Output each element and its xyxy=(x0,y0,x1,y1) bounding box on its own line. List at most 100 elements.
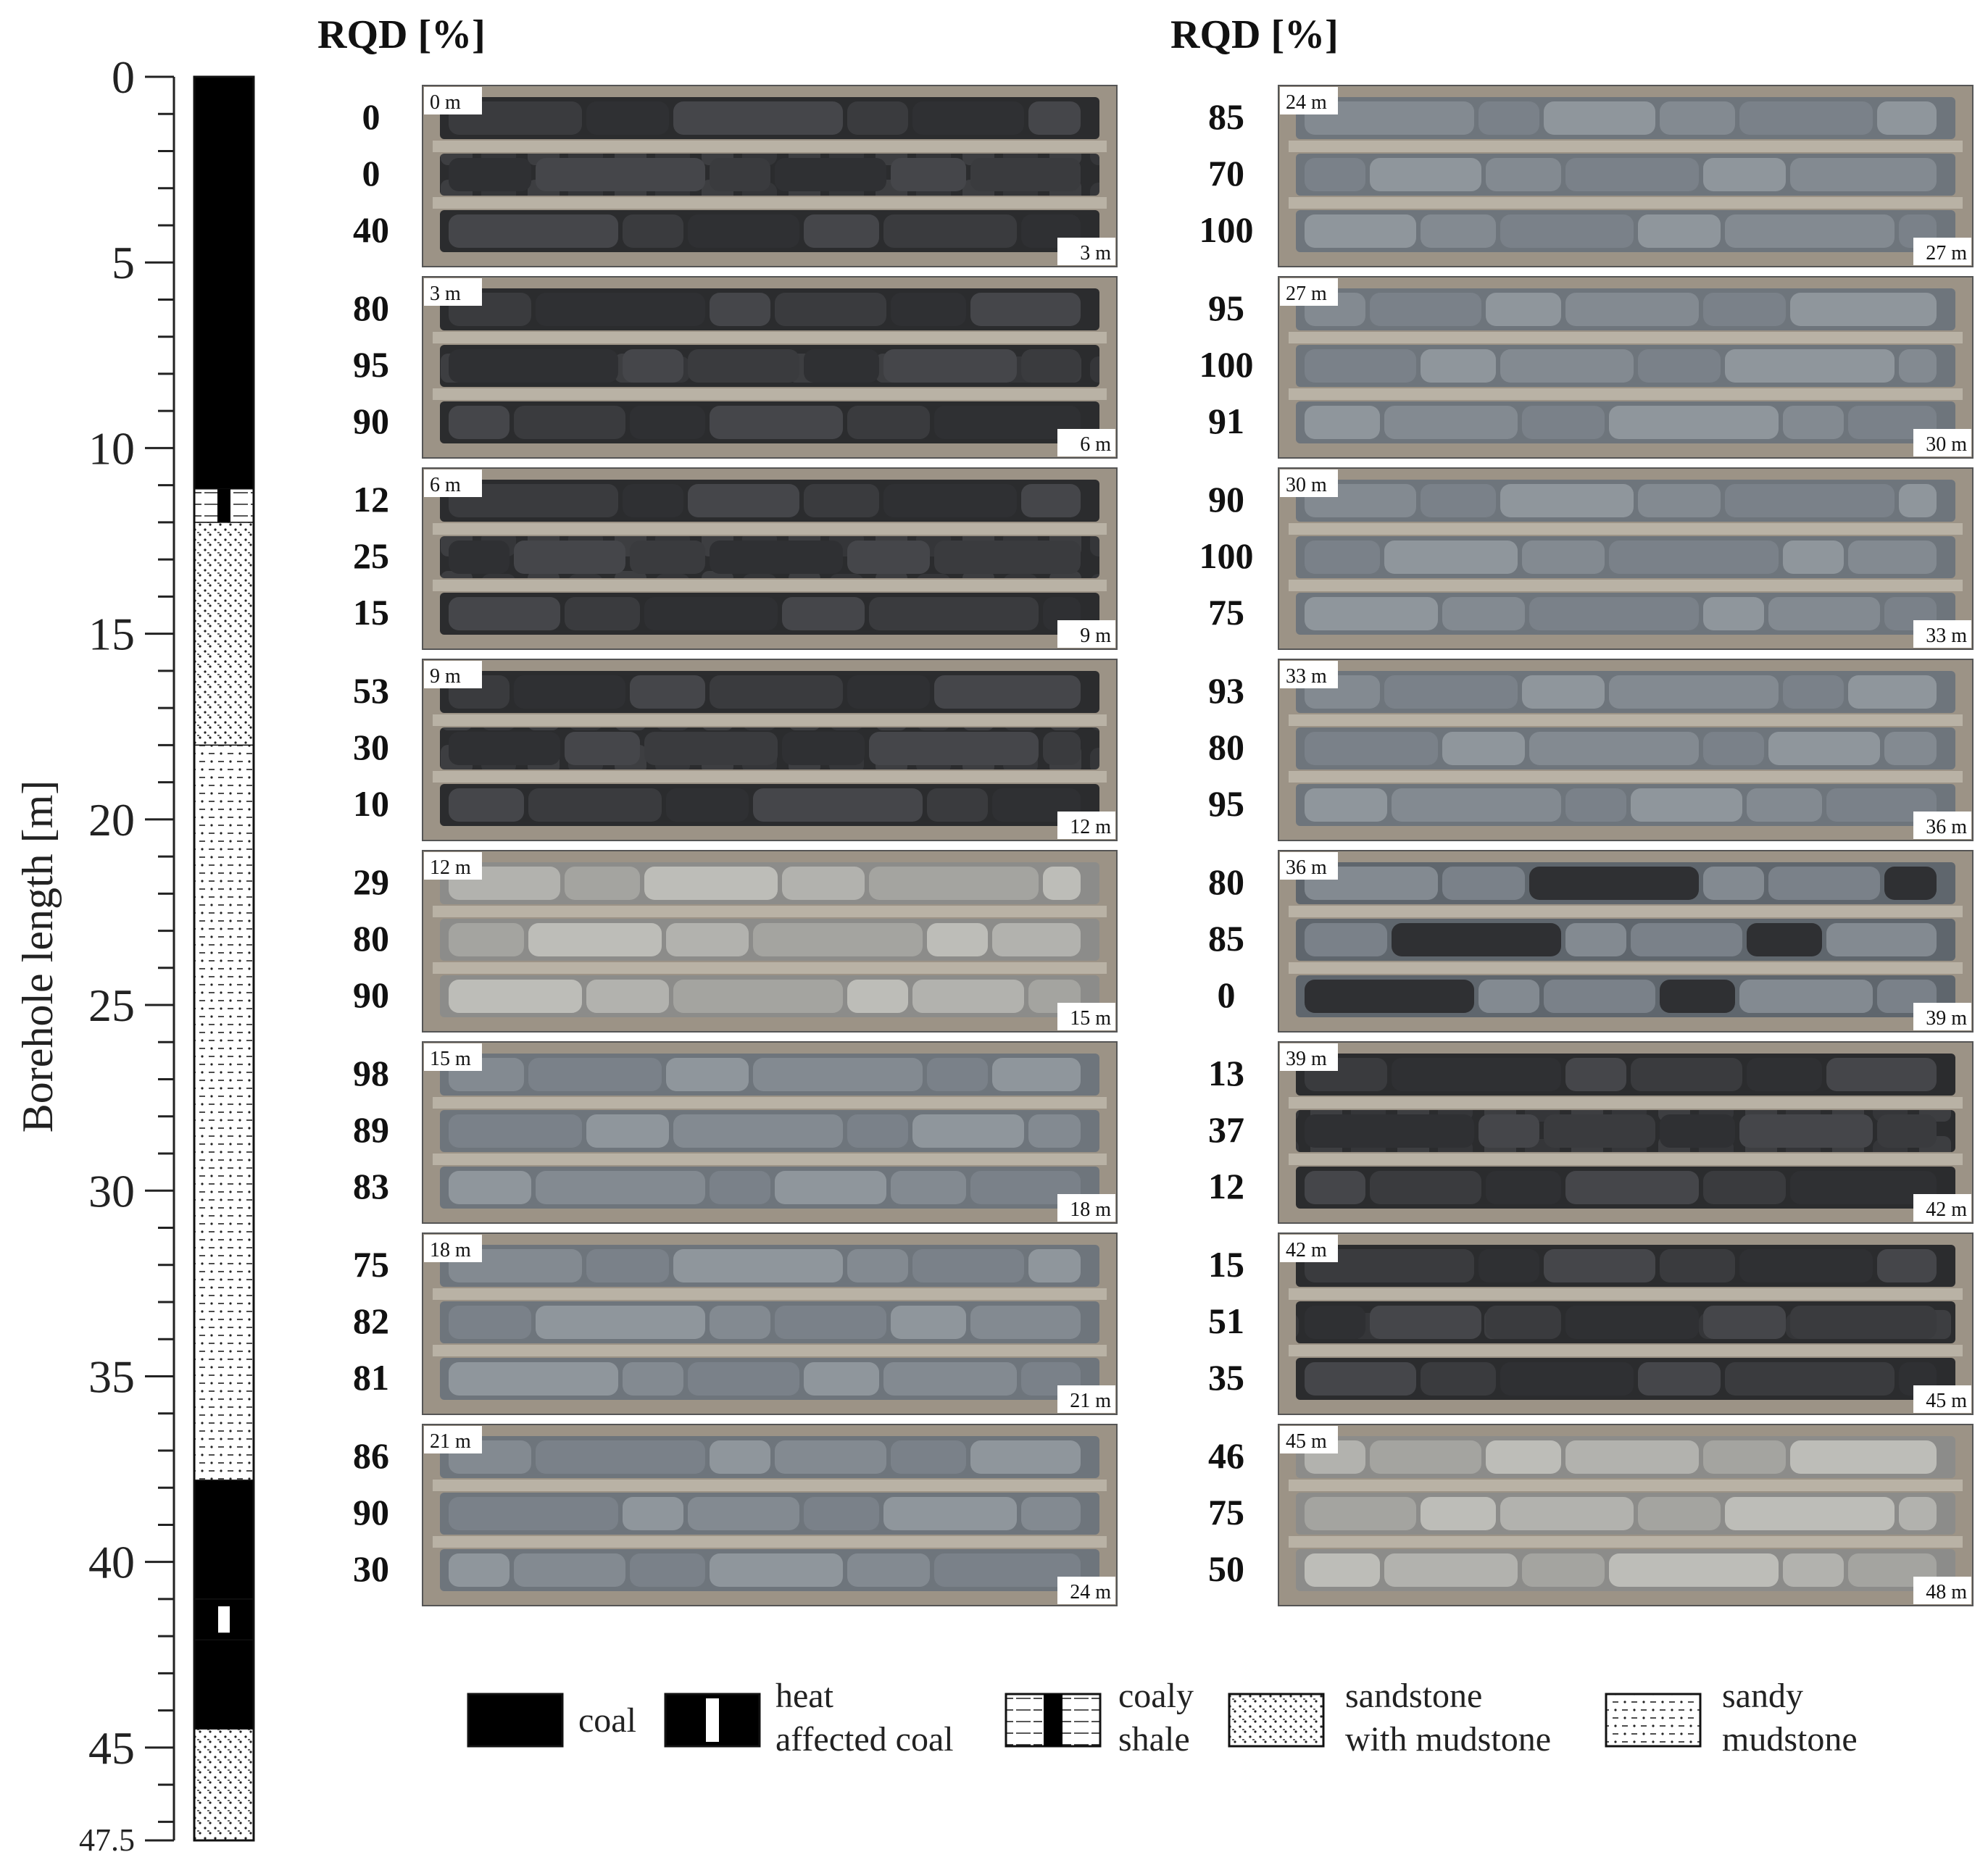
core-segment xyxy=(1478,980,1539,1013)
legend-label: shale xyxy=(1118,1720,1190,1759)
stratigraphic-column: coal seam 510 coal seam 501 xyxy=(193,75,294,1842)
core-segment xyxy=(1739,1249,1873,1282)
core-segment xyxy=(1021,349,1081,383)
core-segment xyxy=(1609,541,1779,574)
core-segment xyxy=(883,214,1017,248)
core-segment xyxy=(644,732,778,765)
core-segment xyxy=(927,788,988,822)
core-segment xyxy=(1739,1114,1873,1148)
core-segment xyxy=(1660,1249,1735,1282)
rqd-value: 90 xyxy=(353,975,389,1015)
legend-item-sandstone-with-mudstone: sandstone with mudstone xyxy=(1228,1677,1551,1759)
core-segment xyxy=(1500,214,1634,248)
rqd-value: 95 xyxy=(1208,783,1244,824)
core-segment xyxy=(1305,1362,1416,1396)
core-segment xyxy=(1848,675,1937,709)
box-bottom-depth: 36 m xyxy=(1926,816,1967,838)
core-segment xyxy=(1478,1249,1539,1282)
rqd-value: 100 xyxy=(1199,209,1254,250)
rqd-value: 90 xyxy=(1208,479,1244,520)
depth-tag-bg xyxy=(424,661,482,688)
depth-tag-bg xyxy=(1057,429,1115,456)
core-segment xyxy=(1725,1362,1895,1396)
core-segment xyxy=(1565,1058,1626,1091)
core-segment xyxy=(1739,101,1873,135)
core-segment xyxy=(847,1114,908,1148)
core-segment xyxy=(710,158,770,191)
core-segment xyxy=(927,1058,988,1091)
core-segment xyxy=(1638,1362,1721,1396)
core-segment xyxy=(710,406,843,439)
core-segment xyxy=(1421,214,1496,248)
box-divider xyxy=(433,523,1107,535)
box-top-depth: 21 m xyxy=(430,1430,471,1453)
core-segment xyxy=(514,1553,625,1587)
core-segment xyxy=(666,1058,749,1091)
core-segment xyxy=(710,541,843,574)
core-segment xyxy=(1768,867,1880,900)
box-top-depth: 0 m xyxy=(430,91,461,114)
core-segment xyxy=(565,732,640,765)
box-divider xyxy=(1289,1154,1963,1165)
legend-swatch xyxy=(1228,1693,1325,1748)
core-segment xyxy=(1421,1362,1496,1396)
core-segment xyxy=(1565,293,1699,326)
lithology-unit-coal xyxy=(194,1480,254,1600)
box-top-depth: 24 m xyxy=(1286,91,1327,114)
rqd-value: 95 xyxy=(353,344,389,385)
legend-item-heat-affected-coal: heat affected coal xyxy=(664,1677,954,1759)
legend-label: coal xyxy=(578,1701,636,1740)
core-segment xyxy=(1384,675,1518,709)
core-segment xyxy=(449,788,524,822)
coaly-shale-coal-band xyxy=(217,488,230,522)
depth-tag-bg xyxy=(1280,1426,1338,1453)
core-segment xyxy=(1370,158,1481,191)
core-segment xyxy=(847,980,908,1013)
depth-tag-bg xyxy=(1913,1194,1971,1222)
core-segment xyxy=(1703,597,1764,630)
box-bottom-depth: 45 m xyxy=(1926,1390,1967,1412)
core-segment xyxy=(449,406,510,439)
depth-tag-bg xyxy=(1913,1003,1971,1030)
rqd-value: 85 xyxy=(1208,918,1244,959)
core-box: 0 m 3 m xyxy=(422,85,1118,267)
rqd-value: 90 xyxy=(353,401,389,441)
core-segment xyxy=(673,980,843,1013)
core-segment xyxy=(1826,923,1937,956)
core-segment xyxy=(1899,484,1937,517)
core-segment xyxy=(1500,349,1634,383)
depth-tag-bg xyxy=(424,1426,482,1453)
heat-affected-band xyxy=(218,1606,230,1633)
core-box: 12 m 15 m xyxy=(422,850,1118,1033)
core-segment xyxy=(992,923,1081,956)
tick-label: 25 xyxy=(88,980,135,1031)
core-segment xyxy=(970,1171,1081,1204)
core-segment xyxy=(1305,923,1387,956)
rqd-value: 82 xyxy=(353,1301,389,1341)
rqd-value: 70 xyxy=(1208,153,1244,193)
box-divider xyxy=(433,906,1107,917)
core-segment xyxy=(1783,406,1844,439)
core-segment xyxy=(1703,867,1764,900)
core-segment xyxy=(1826,788,1937,822)
core-segment xyxy=(1877,1249,1937,1282)
core-segment xyxy=(1478,1114,1539,1148)
core-segment xyxy=(1725,214,1895,248)
core-segment xyxy=(688,1362,799,1396)
core-segment xyxy=(912,1114,1024,1148)
core-segment xyxy=(449,597,560,630)
core-segment xyxy=(688,484,799,517)
core-segment xyxy=(1638,1497,1721,1530)
core-segment xyxy=(1739,980,1873,1013)
box-divider xyxy=(433,962,1107,974)
core-segment xyxy=(869,732,1039,765)
core-segment xyxy=(536,158,705,191)
depth-tag-bg xyxy=(424,1043,482,1071)
core-segment xyxy=(891,158,966,191)
core-segment xyxy=(775,1440,886,1474)
core-segment xyxy=(1747,788,1822,822)
core-segment xyxy=(623,1497,683,1530)
box-divider xyxy=(433,388,1107,400)
tick-label: 30 xyxy=(88,1165,135,1217)
core-segment xyxy=(847,101,908,135)
